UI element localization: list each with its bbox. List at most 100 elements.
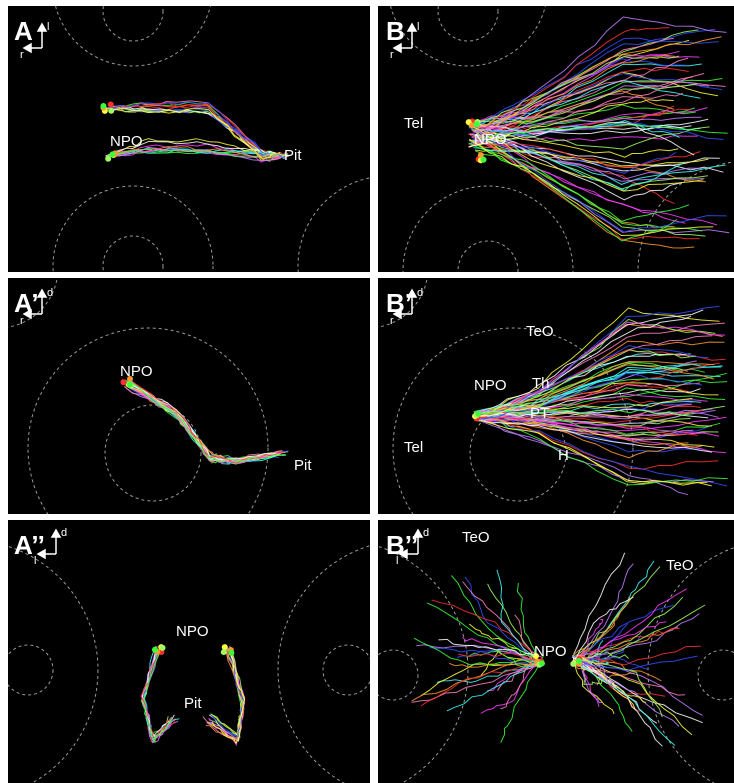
neurite-trace — [477, 123, 728, 139]
neurite-trace — [141, 653, 175, 744]
neurite-trace — [475, 16, 727, 139]
neurite-trace — [446, 664, 535, 712]
neurite-trace — [574, 657, 663, 747]
neurite-trace — [582, 596, 684, 660]
panel-b-prime-image — [378, 278, 728, 514]
neurite-trace — [468, 138, 714, 237]
soma-dot — [127, 375, 134, 382]
soma-dot — [107, 101, 114, 108]
neurite-trace — [477, 27, 670, 130]
soma-dot — [108, 107, 115, 114]
neurite-trace — [481, 372, 703, 420]
axis-indicator: l r — [390, 20, 430, 61]
panel-a-double-prime-image — [8, 545, 370, 783]
soma-dot — [159, 644, 166, 651]
neurite-trace — [476, 362, 720, 417]
neurite-trace — [472, 54, 675, 132]
axis-label-horizontal: l — [396, 555, 399, 567]
soma-dot — [151, 646, 158, 653]
axis-label-horizontal: r — [390, 315, 394, 327]
neurite-trace — [577, 560, 655, 667]
neurite-trace — [480, 659, 537, 714]
neurite-trace — [475, 315, 692, 418]
neurite-trace — [473, 147, 685, 192]
neurite-trace — [210, 647, 245, 738]
region-label-pit: Pit — [184, 695, 202, 712]
axis-label-vertical: l — [47, 21, 50, 33]
soma-dot — [228, 649, 235, 656]
axis-label-horizontal: l — [34, 555, 37, 567]
panel-a-double-prime-traces — [140, 644, 246, 747]
neurite-trace — [106, 101, 287, 159]
panel-b-double-prime-traces — [411, 552, 706, 747]
soma-dot — [480, 156, 487, 163]
neurite-trace — [581, 657, 648, 670]
neurite-trace — [474, 141, 708, 190]
soma-dot — [475, 410, 482, 417]
axis-label-vertical: d — [61, 527, 68, 539]
axis-label-vertical: d — [417, 287, 424, 299]
axis-indicator: d r — [20, 286, 60, 327]
neurite-trace — [572, 613, 700, 662]
neurite-trace — [109, 146, 281, 162]
axis-label-vertical: d — [423, 527, 430, 539]
neurite-trace — [473, 419, 712, 487]
neurite-trace — [457, 652, 542, 662]
axis-indicator: l r — [20, 20, 60, 61]
panel-b-traces — [465, 16, 730, 249]
region-label-h: H — [558, 447, 569, 464]
panel-a-double-prime: A’’ d l NPO Pit — [8, 520, 370, 783]
soma-dot — [126, 381, 133, 388]
neurite-trace — [577, 659, 603, 704]
neurite-trace — [472, 123, 680, 138]
region-label-npo: NPO — [120, 363, 153, 380]
panel-a-traces — [100, 100, 290, 163]
neurite-trace — [468, 142, 690, 222]
panel-label: A — [14, 16, 33, 46]
neurite-trace — [420, 662, 537, 707]
neurite-trace — [477, 126, 710, 150]
neurite-trace — [471, 99, 674, 147]
soma-dot — [109, 151, 116, 158]
neurite-trace — [482, 408, 694, 416]
neurite-trace — [476, 415, 715, 448]
neurite-trace — [478, 417, 719, 470]
soma-dot — [477, 152, 484, 159]
neurite-trace — [471, 108, 691, 133]
neurite-trace — [143, 646, 174, 744]
neurite-trace — [474, 142, 701, 168]
soma-dot — [473, 121, 480, 128]
soma-dot — [220, 649, 227, 656]
neurite-trace — [105, 107, 282, 160]
region-label-pit: Pit — [294, 457, 312, 474]
neurite-trace — [438, 638, 539, 657]
neurite-trace — [476, 418, 714, 483]
neurite-trace — [468, 116, 702, 145]
panel-b-image — [390, 6, 734, 272]
neurite-trace — [470, 141, 678, 242]
neurite-trace — [431, 599, 537, 657]
soma-dot — [120, 379, 127, 386]
panel-b-double-prime: B’’ d l TeO TeO NPO — [378, 520, 734, 783]
region-label-npo: NPO — [534, 643, 567, 660]
neurite-trace — [581, 588, 687, 664]
neurite-trace — [141, 652, 175, 738]
panel-b-double-prime-image — [378, 545, 734, 783]
region-label-teo: TeO — [526, 323, 554, 340]
panel-a-prime: A’ d r NPO Pit — [8, 278, 370, 514]
neurite-trace — [496, 569, 537, 660]
soma-dot — [100, 103, 107, 110]
neurite-trace — [579, 623, 629, 667]
neurite-trace — [572, 552, 626, 662]
neurite-trace — [482, 349, 696, 415]
panel-label: A’ — [14, 288, 39, 318]
soma-dot — [221, 644, 228, 651]
axis-label-horizontal: r — [20, 49, 24, 61]
neurite-trace — [479, 418, 689, 459]
neurite-trace — [468, 124, 704, 192]
neurite-trace — [125, 380, 287, 465]
neurite-trace — [479, 309, 704, 412]
region-label-npo: NPO — [110, 133, 143, 150]
neurite-trace — [413, 637, 534, 666]
neurite-trace — [480, 409, 716, 426]
